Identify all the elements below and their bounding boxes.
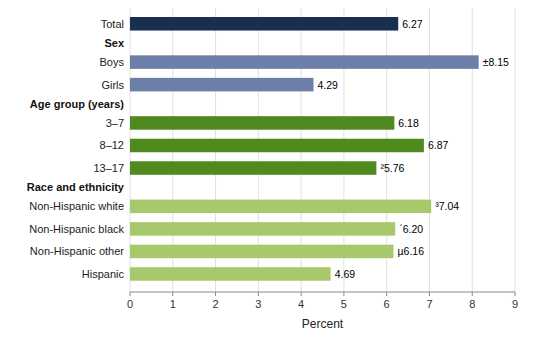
section-header: Age group (years) [30, 98, 124, 110]
data-label: ´6.20 [399, 223, 423, 235]
tick-mark [429, 292, 430, 296]
bar [130, 116, 394, 130]
data-label: µ6.16 [398, 245, 425, 257]
data-label: 6.27 [402, 18, 423, 30]
tick-mark [172, 292, 173, 296]
category-label: 8–12 [100, 139, 124, 151]
bar [130, 222, 395, 236]
x-axis-title: Percent [302, 317, 344, 331]
section-header: Sex [104, 37, 124, 49]
category-label: 13–17 [93, 162, 124, 174]
tick-mark [472, 292, 473, 296]
category-label: Girls [101, 79, 124, 91]
tick-mark [343, 292, 344, 296]
data-label: 4.29 [318, 79, 339, 91]
tick-label: 8 [469, 298, 475, 310]
tick-label: 1 [170, 298, 176, 310]
data-label: ³7.04 [435, 200, 459, 212]
axis-line [130, 292, 515, 293]
category-label: Total [101, 18, 124, 30]
grid-line [472, 8, 473, 292]
bar [130, 55, 479, 69]
labels: Total 6.27 Boys ±8.15 Girls 4.29 3–7 6.18 8–12 6.… [27, 18, 509, 280]
x-axis: 0 1 2 3 4 5 6 7 8 9 [127, 292, 518, 310]
tick-label: 7 [426, 298, 432, 310]
data-label: 6.87 [428, 139, 449, 151]
category-label: 3–7 [106, 117, 124, 129]
category-label: Non-Hispanic other [30, 245, 124, 257]
tick-label: 3 [255, 298, 261, 310]
tick-label: 4 [298, 298, 304, 310]
bar [130, 78, 314, 92]
category-label: Non-Hispanic white [29, 200, 124, 212]
category-label: Non-Hispanic black [29, 223, 124, 235]
tick-mark [258, 292, 259, 296]
bar [130, 161, 376, 175]
grid-line [515, 8, 516, 292]
data-label: 4.69 [335, 268, 356, 280]
section-header: Race and ethnicity [27, 181, 125, 193]
tick-label: 5 [341, 298, 347, 310]
tick-label: 6 [384, 298, 390, 310]
tick-mark [515, 292, 516, 296]
chart: 0 1 2 3 4 5 6 7 8 9 Percent Total 6.27 Boys ±8.15 Girls… [0, 0, 560, 340]
tick-mark [301, 292, 302, 296]
tick-mark [386, 292, 387, 296]
tick-mark [130, 292, 131, 296]
data-label: ±8.15 [483, 56, 509, 68]
bars [130, 17, 479, 281]
tick-mark [215, 292, 216, 296]
grid [130, 8, 515, 292]
category-label: Boys [100, 56, 125, 68]
category-label: Hispanic [82, 268, 125, 280]
tick-label: 9 [512, 298, 518, 310]
tick-label: 0 [127, 298, 133, 310]
bar [130, 17, 398, 31]
bar [130, 267, 331, 281]
data-label: ²5.76 [380, 162, 404, 174]
bar [130, 139, 424, 153]
tick-label: 2 [212, 298, 218, 310]
bar [130, 245, 394, 259]
data-label: 6.18 [398, 117, 419, 129]
bar [130, 200, 431, 214]
